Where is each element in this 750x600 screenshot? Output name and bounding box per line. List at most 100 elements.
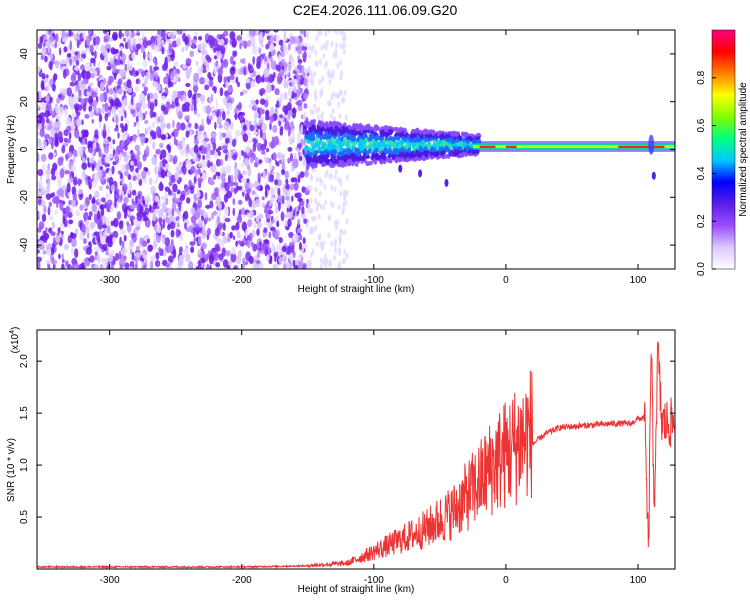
- heatmap-cell: [244, 145, 251, 154]
- heatmap-cell: [305, 84, 309, 89]
- heatmap-cell: [108, 253, 114, 262]
- heatmap-cell: [85, 129, 89, 138]
- heatmap-cell: [189, 130, 193, 137]
- heatmap-cell: [244, 228, 248, 239]
- heatmap-cell: [94, 251, 99, 256]
- heatmap-cell: [259, 37, 263, 42]
- heatmap-cell: [270, 106, 275, 115]
- heatmap-cell: [144, 119, 149, 125]
- heatmap-cell: [223, 30, 229, 37]
- heatmap-cell: [372, 143, 377, 149]
- heatmap-cell: [137, 193, 141, 200]
- heatmap-cell: [80, 64, 85, 71]
- heatmap-cell: [194, 31, 199, 37]
- heatmap-cell: [248, 182, 254, 189]
- heatmap-cell: [128, 231, 132, 238]
- heatmap-cell: [291, 57, 295, 67]
- heatmap-cell: [70, 232, 74, 237]
- heatmap-cell: [331, 91, 335, 98]
- heatmap-cell: [313, 103, 317, 110]
- heatmap-cell: [97, 210, 101, 220]
- heatmap-cell: [199, 77, 206, 85]
- x-axis-label: Height of straight line (km): [298, 584, 415, 595]
- heatmap-cell: [334, 92, 338, 99]
- heatmap-cell: [265, 254, 270, 261]
- heatmap-cell: [245, 120, 250, 126]
- heatmap-cell: [149, 108, 154, 119]
- heatmap-cell: [328, 161, 333, 167]
- heatmap-cell: [136, 128, 141, 139]
- heatmap-cell: [275, 171, 280, 181]
- heatmap-cell: [152, 202, 157, 210]
- heatmap-cell: [205, 66, 210, 72]
- heatmap-cell: [264, 57, 267, 62]
- heatmap-cell: [132, 175, 137, 181]
- heatmap-cell: [320, 45, 324, 52]
- heatmap-cell: [133, 121, 137, 127]
- heatmap-cell: [222, 111, 226, 121]
- heatmap-cell: [382, 155, 387, 161]
- heatmap-cell: [57, 177, 62, 187]
- heatmap-cell: [61, 37, 67, 43]
- heatmap-cell: [305, 130, 310, 135]
- heatmap-cell: [37, 227, 42, 233]
- heatmap-cell: [439, 135, 443, 140]
- heatmap-cell: [309, 161, 314, 167]
- heatmap-cell: [303, 42, 309, 47]
- heatmap-cell: [400, 139, 404, 145]
- heatmap-cell: [74, 66, 80, 71]
- heatmap-cell: [181, 30, 188, 33]
- heatmap-cell: [218, 116, 222, 124]
- heatmap-cell: [126, 79, 132, 88]
- heatmap-cell: [258, 159, 263, 164]
- x-tick-label: -200: [232, 575, 252, 586]
- heatmap-cell: [130, 42, 133, 51]
- heatmap-cell: [82, 169, 86, 177]
- heatmap-cell: [301, 205, 305, 215]
- heatmap-cell: [47, 264, 51, 269]
- heatmap-cell: [185, 130, 190, 138]
- heatmap-cell: [88, 211, 93, 217]
- heatmap-cell: [252, 229, 256, 238]
- heatmap-cell: [651, 171, 656, 180]
- heatmap-cell: [101, 215, 107, 223]
- heatmap-cell: [418, 129, 423, 135]
- heatmap-cell: [292, 159, 299, 169]
- heatmap-cell: [246, 212, 250, 218]
- heatmap-cell: [420, 147, 425, 153]
- heatmap-cell: [217, 67, 223, 76]
- heatmap-cell: [52, 75, 56, 84]
- heatmap-cell: [62, 88, 68, 97]
- heatmap-cell: [241, 187, 245, 193]
- heatmap-cell: [123, 97, 128, 106]
- x-axis-label: Height of straight line (km): [298, 284, 415, 295]
- heatmap-cell: [119, 50, 123, 57]
- x-tick-label: -300: [100, 575, 120, 586]
- heatmap-cell: [319, 154, 324, 160]
- heatmap-cell: [221, 145, 228, 150]
- heatmap-cell: [343, 249, 347, 255]
- heatmap-cell: [117, 88, 123, 95]
- heatmap-cell: [91, 163, 95, 172]
- heatmap-cell: [202, 224, 206, 232]
- heatmap-cell: [345, 252, 349, 259]
- heatmap-cell: [261, 202, 266, 208]
- heatmap-cell: [296, 147, 300, 153]
- heatmap-cell: [407, 143, 412, 148]
- heatmap-cell: [161, 201, 167, 212]
- heatmap-cell: [198, 253, 204, 259]
- heatmap-cell: [184, 222, 187, 230]
- heatmap-cell: [354, 162, 359, 167]
- heatmap-cell: [229, 56, 234, 65]
- heatmap-cell: [297, 151, 302, 157]
- heatmap-cell: [45, 193, 52, 201]
- heatmap-cell: [179, 122, 186, 131]
- heatmap-cell: [239, 114, 245, 121]
- heatmap-cell: [313, 71, 316, 78]
- heatmap-cell: [303, 218, 308, 224]
- heatmap-cell: [319, 257, 323, 264]
- heatmap-cell: [375, 134, 379, 140]
- heatmap-cell: [317, 213, 321, 220]
- heatmap-cell: [208, 255, 214, 265]
- heatmap-cell: [289, 183, 295, 191]
